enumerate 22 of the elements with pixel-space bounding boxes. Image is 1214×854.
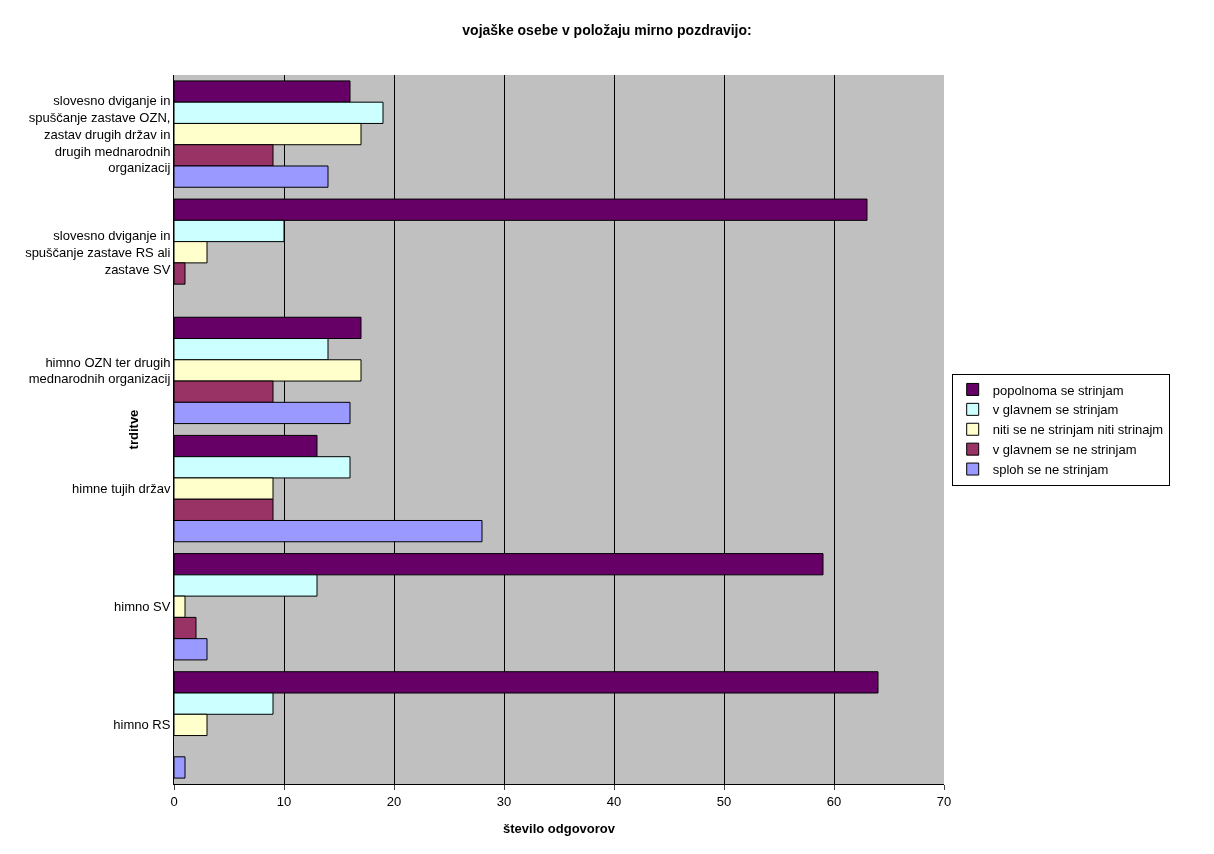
chart-title: vojaške osebe v položaju mirno pozdravijo: [462,22,752,39]
y-tick-label: slovesno dviganje in spuščanje zastave OZN, zastav drugih držav in drugih mednarodnih organizacij [28,92,171,176]
x-tick-label: 30 [496,793,512,809]
legend-label: niti se ne strinjam niti strinajm [992,422,1164,438]
x-tick-label: 70 [936,793,952,809]
x-tick-label: 50 [716,793,732,809]
x-tick-label: 40 [606,793,622,809]
legend-label: sploh se ne strinjam [992,462,1109,478]
legend-label: v glavnem se strinjam [992,402,1119,418]
y-tick-label: himno RS [113,717,171,733]
legend-label: popolnoma se strinjam [992,382,1124,398]
y-axis-title: trditve [126,409,141,450]
x-tick-label: 10 [276,793,292,809]
x-tick-label: 0 [170,793,178,809]
y-tick-label: himne tujih držav [72,481,171,497]
legend-label: v glavnem se ne strinjam [992,442,1137,458]
y-tick-label: slovesno dviganje in spuščanje zastave RS ali zastave SV [25,227,171,277]
x-tick-label: 20 [386,793,402,809]
y-tick-label: himno SV [114,599,171,615]
x-axis-title: število odgovorov [503,821,616,836]
x-tick-label: 60 [826,793,842,809]
y-tick-label: himno OZN ter drugih mednarodnih organizacij [28,354,171,387]
